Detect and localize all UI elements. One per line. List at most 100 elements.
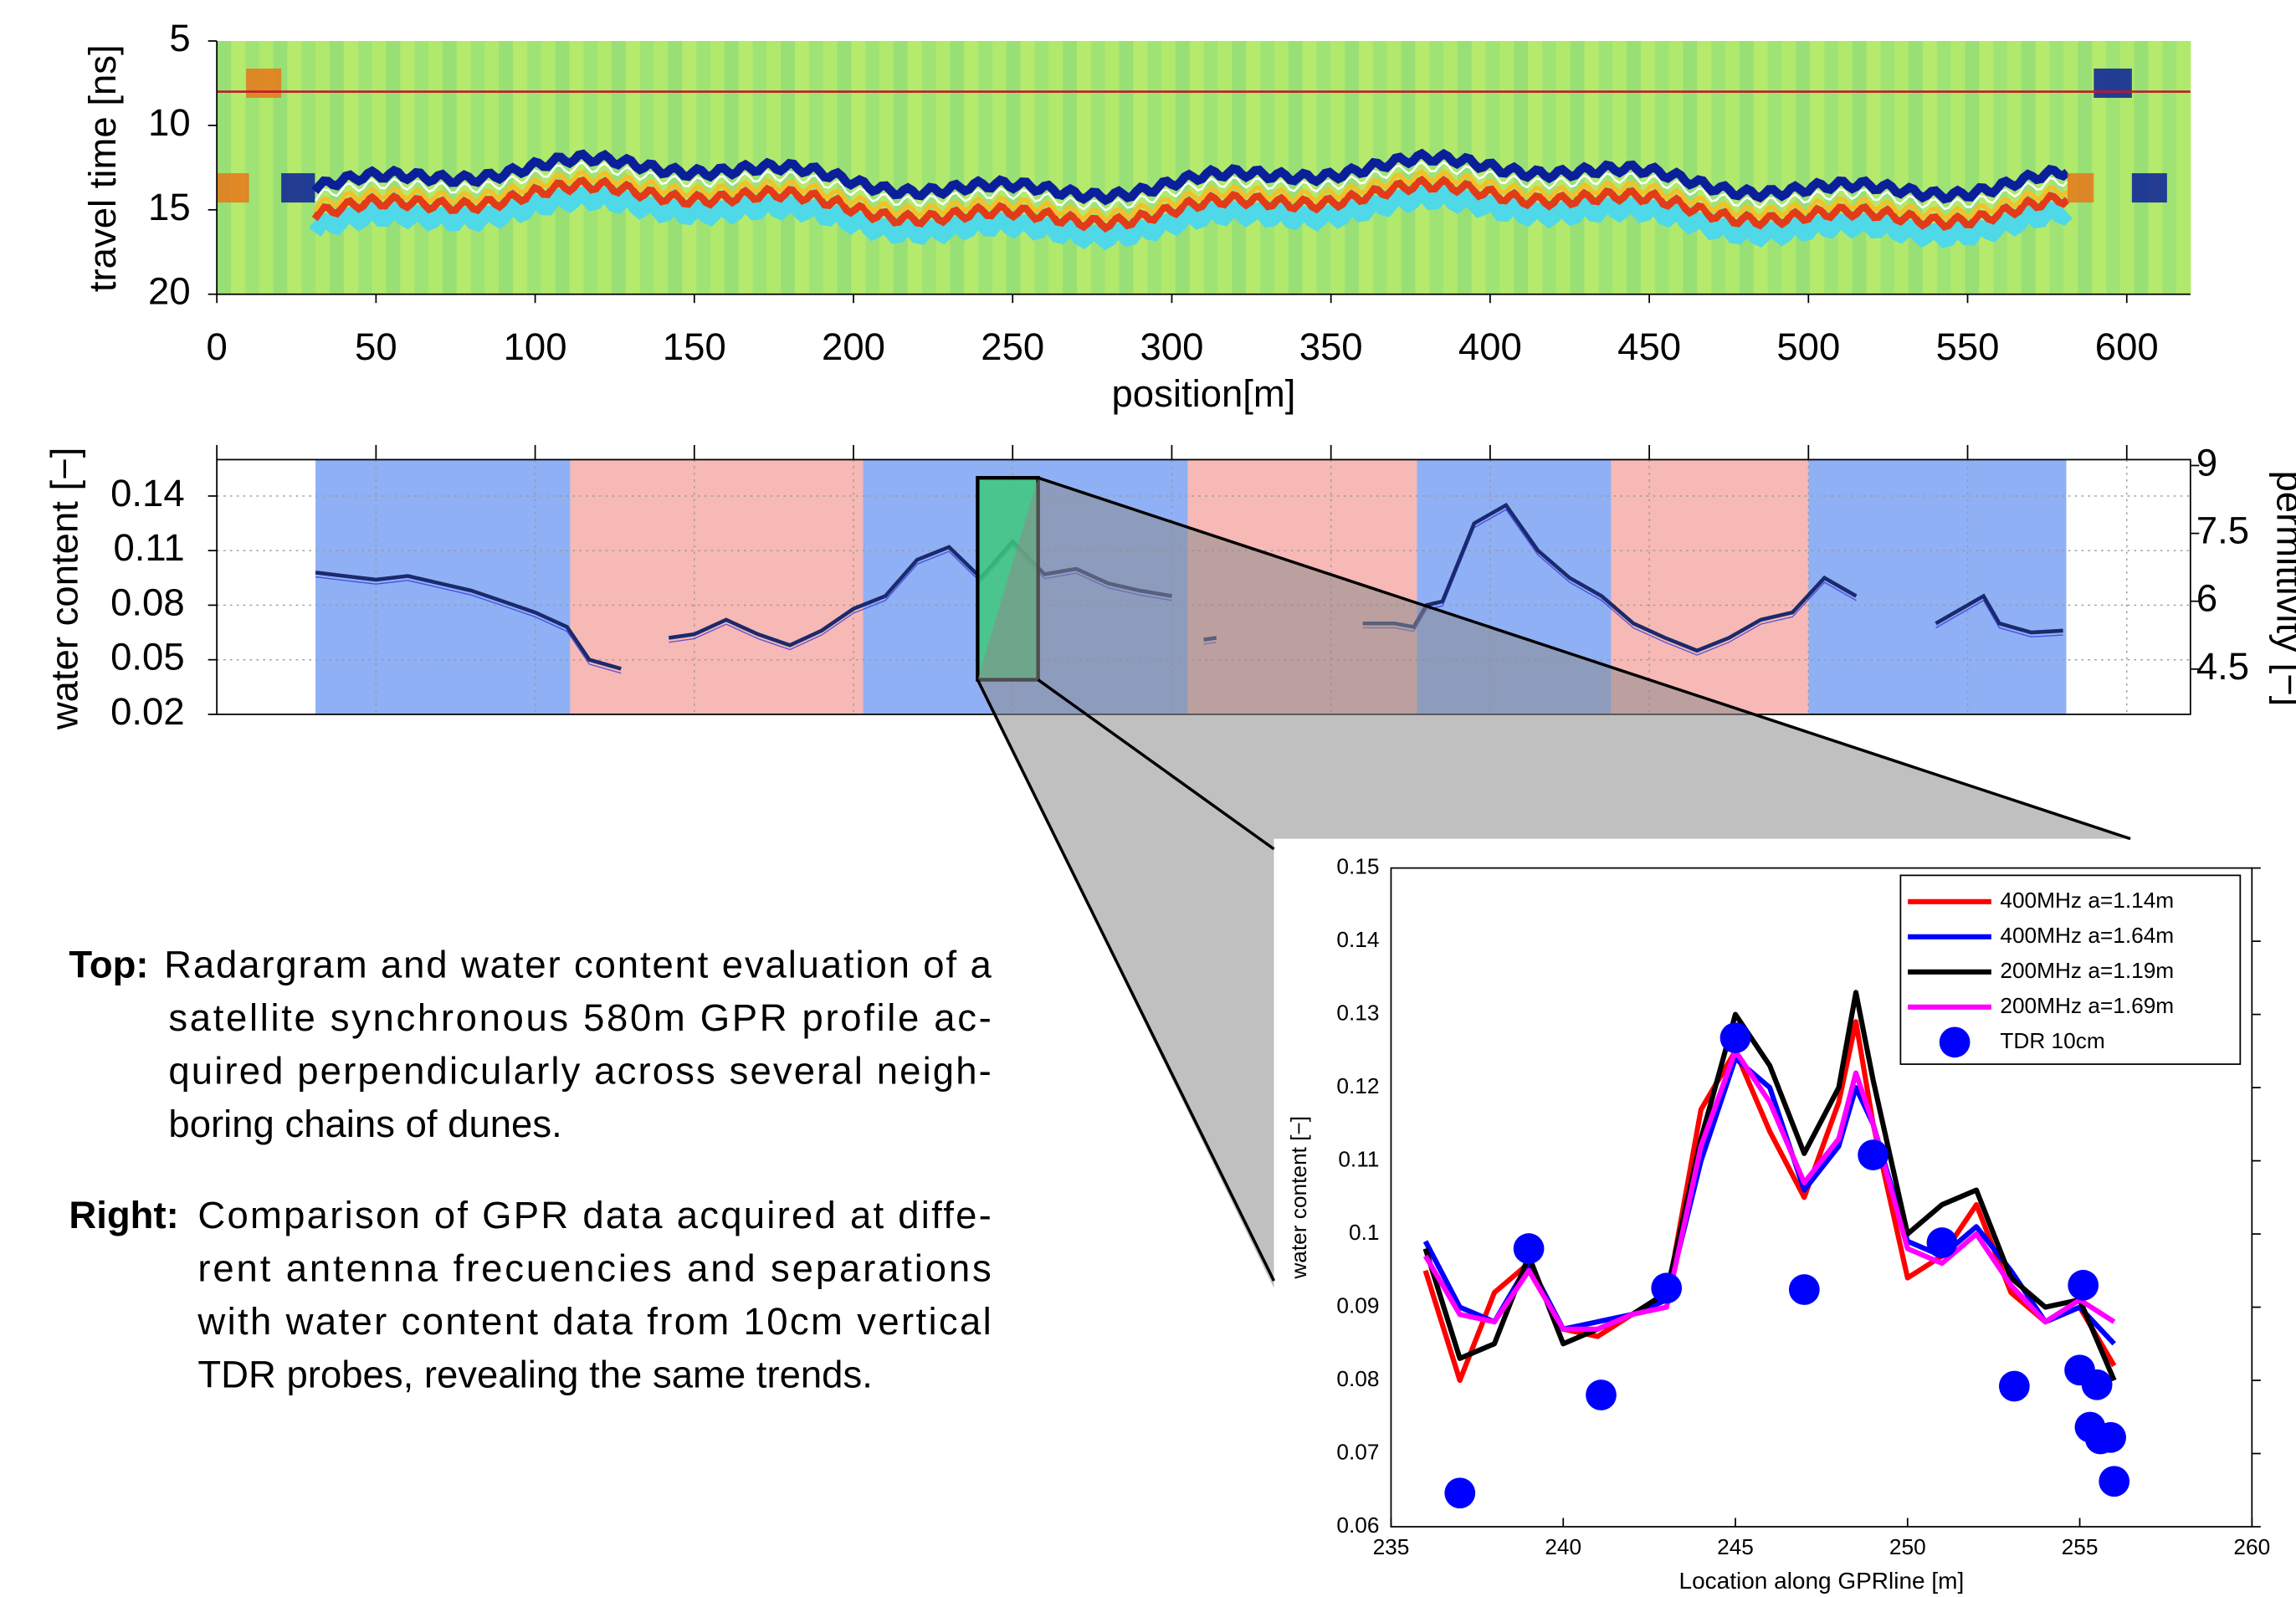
y-tick-label: 9	[2196, 441, 2217, 484]
radargram-stripe	[1909, 41, 1924, 294]
radargram-stripe	[894, 41, 909, 294]
radargram-stripe	[908, 41, 923, 294]
y-axis-label: travel time [ns]	[81, 44, 124, 292]
radargram-stripe	[1063, 41, 1078, 294]
radargram-stripe	[1979, 41, 1994, 294]
legend-label: 400MHz a=1.64m	[2000, 923, 2174, 948]
tdr-point	[1586, 1379, 1617, 1410]
radargram-stripe	[457, 41, 472, 294]
x-tick-label: 400	[1458, 325, 1522, 368]
radargram-stripe	[2078, 41, 2093, 294]
radargram-stripe	[851, 41, 866, 294]
radargram-stripe	[470, 41, 485, 294]
radargram-stripe	[1810, 41, 1825, 294]
radargram-stripe	[2063, 41, 2078, 294]
tdr-point	[1858, 1139, 1889, 1170]
radargram-edge	[246, 69, 281, 98]
radargram-stripe	[865, 41, 880, 294]
caption-label: Top:	[69, 944, 148, 986]
tdr-point	[2082, 1369, 2113, 1400]
tdr-point	[2068, 1270, 2099, 1301]
radargram-stripe	[823, 41, 838, 294]
radargram-stripe	[1852, 41, 1867, 294]
x-tick-label: 255	[2062, 1534, 2099, 1559]
x-tick-label: 100	[504, 325, 567, 368]
radargram-stripe	[231, 41, 246, 294]
x-tick-label: 300	[1140, 325, 1204, 368]
radargram-stripe	[2176, 41, 2191, 294]
radargram-stripe	[2007, 41, 2022, 294]
radargram-stripe	[1302, 41, 1317, 294]
radargram-stripe	[1824, 41, 1839, 294]
radargram-stripe	[1048, 41, 1063, 294]
radargram-stripe	[428, 41, 443, 294]
y-tick-label: 6	[2196, 577, 2217, 620]
radargram-stripe	[978, 41, 993, 294]
x-tick-label: 350	[1299, 325, 1363, 368]
radargram-stripe	[583, 41, 598, 294]
caption-label: Right:	[69, 1194, 178, 1236]
radargram-stripe	[922, 41, 937, 294]
radargram-stripe	[2134, 41, 2149, 294]
y-tick-label: 0.15	[1336, 854, 1379, 879]
y-tick-label: 5	[169, 17, 190, 59]
radargram-stripe	[301, 41, 316, 294]
y-tick-label: 0.08	[110, 581, 185, 623]
region	[1808, 459, 2066, 714]
radargram-stripe	[2162, 41, 2177, 294]
x-axis-label: Location along GPRline [m]	[1679, 1568, 1965, 1594]
radargram-stripe	[315, 41, 331, 294]
x-tick-label: 450	[1617, 325, 1681, 368]
y-axis-label: water content [−]	[1286, 1116, 1311, 1280]
y-tick-label: 0.11	[113, 526, 184, 569]
radargram-stripe	[1683, 41, 1698, 294]
radargram-stripe	[1866, 41, 1881, 294]
caption-line: TDR probes, revealing the same trends.	[197, 1353, 872, 1395]
caption-line: satellite synchronous 580m GPR profile a…	[168, 996, 991, 1039]
tdr-point	[2095, 1422, 2126, 1453]
radargram-stripe	[1993, 41, 2008, 294]
x-tick-label: 200	[822, 325, 885, 368]
radargram-stripe	[1754, 41, 1769, 294]
tdr-point	[2099, 1466, 2129, 1497]
tdr-point	[1999, 1371, 2030, 1402]
radargram-stripe	[344, 41, 359, 294]
radargram-stripe	[1077, 41, 1092, 294]
x-tick-label: 500	[1776, 325, 1840, 368]
y-tick-label: 0.02	[110, 690, 185, 733]
x-tick-label: 260	[2233, 1534, 2270, 1559]
radargram-stripe	[414, 41, 429, 294]
y2-axis-label: permittivity [−]	[2268, 471, 2296, 707]
tdr-point	[1514, 1233, 1545, 1264]
radargram-stripe	[1894, 41, 1909, 294]
radargram-stripe	[1133, 41, 1148, 294]
radargram-stripe	[950, 41, 965, 294]
radargram-stripe	[1105, 41, 1120, 294]
radargram-stripe	[217, 41, 232, 294]
radargram-stripe	[1711, 41, 1726, 294]
radargram-stripe	[2022, 41, 2037, 294]
caption-line: rent antenna frecuencies and separations	[197, 1246, 991, 1289]
radargram-edge	[217, 173, 249, 202]
radargram-stripe	[879, 41, 894, 294]
radargram-stripe	[484, 41, 500, 294]
legend-swatch	[1940, 1026, 1971, 1057]
radargram-stripe	[1781, 41, 1796, 294]
y-tick-label: 15	[148, 186, 191, 228]
y-tick-label: 0.05	[110, 636, 185, 678]
y-tick-label: 10	[148, 101, 191, 144]
caption-line: boring chains of dunes.	[168, 1103, 561, 1145]
y-tick-label: 0.12	[1336, 1073, 1379, 1098]
legend-label: 200MHz a=1.19m	[2000, 958, 2174, 983]
y-axis-label: water content [−]	[44, 448, 86, 731]
radargram-stripe	[1796, 41, 1811, 294]
radargram-stripe	[964, 41, 979, 294]
radargram-stripe	[1838, 41, 1853, 294]
radargram-stripe	[837, 41, 852, 294]
radargram-stripe	[1190, 41, 1205, 294]
x-tick-label: 600	[2095, 325, 2159, 368]
x-axis-label: position[m]	[1112, 372, 1296, 415]
radargram-stripe	[992, 41, 1007, 294]
radargram-edge	[2068, 173, 2094, 202]
x-tick-label: 250	[981, 325, 1044, 368]
